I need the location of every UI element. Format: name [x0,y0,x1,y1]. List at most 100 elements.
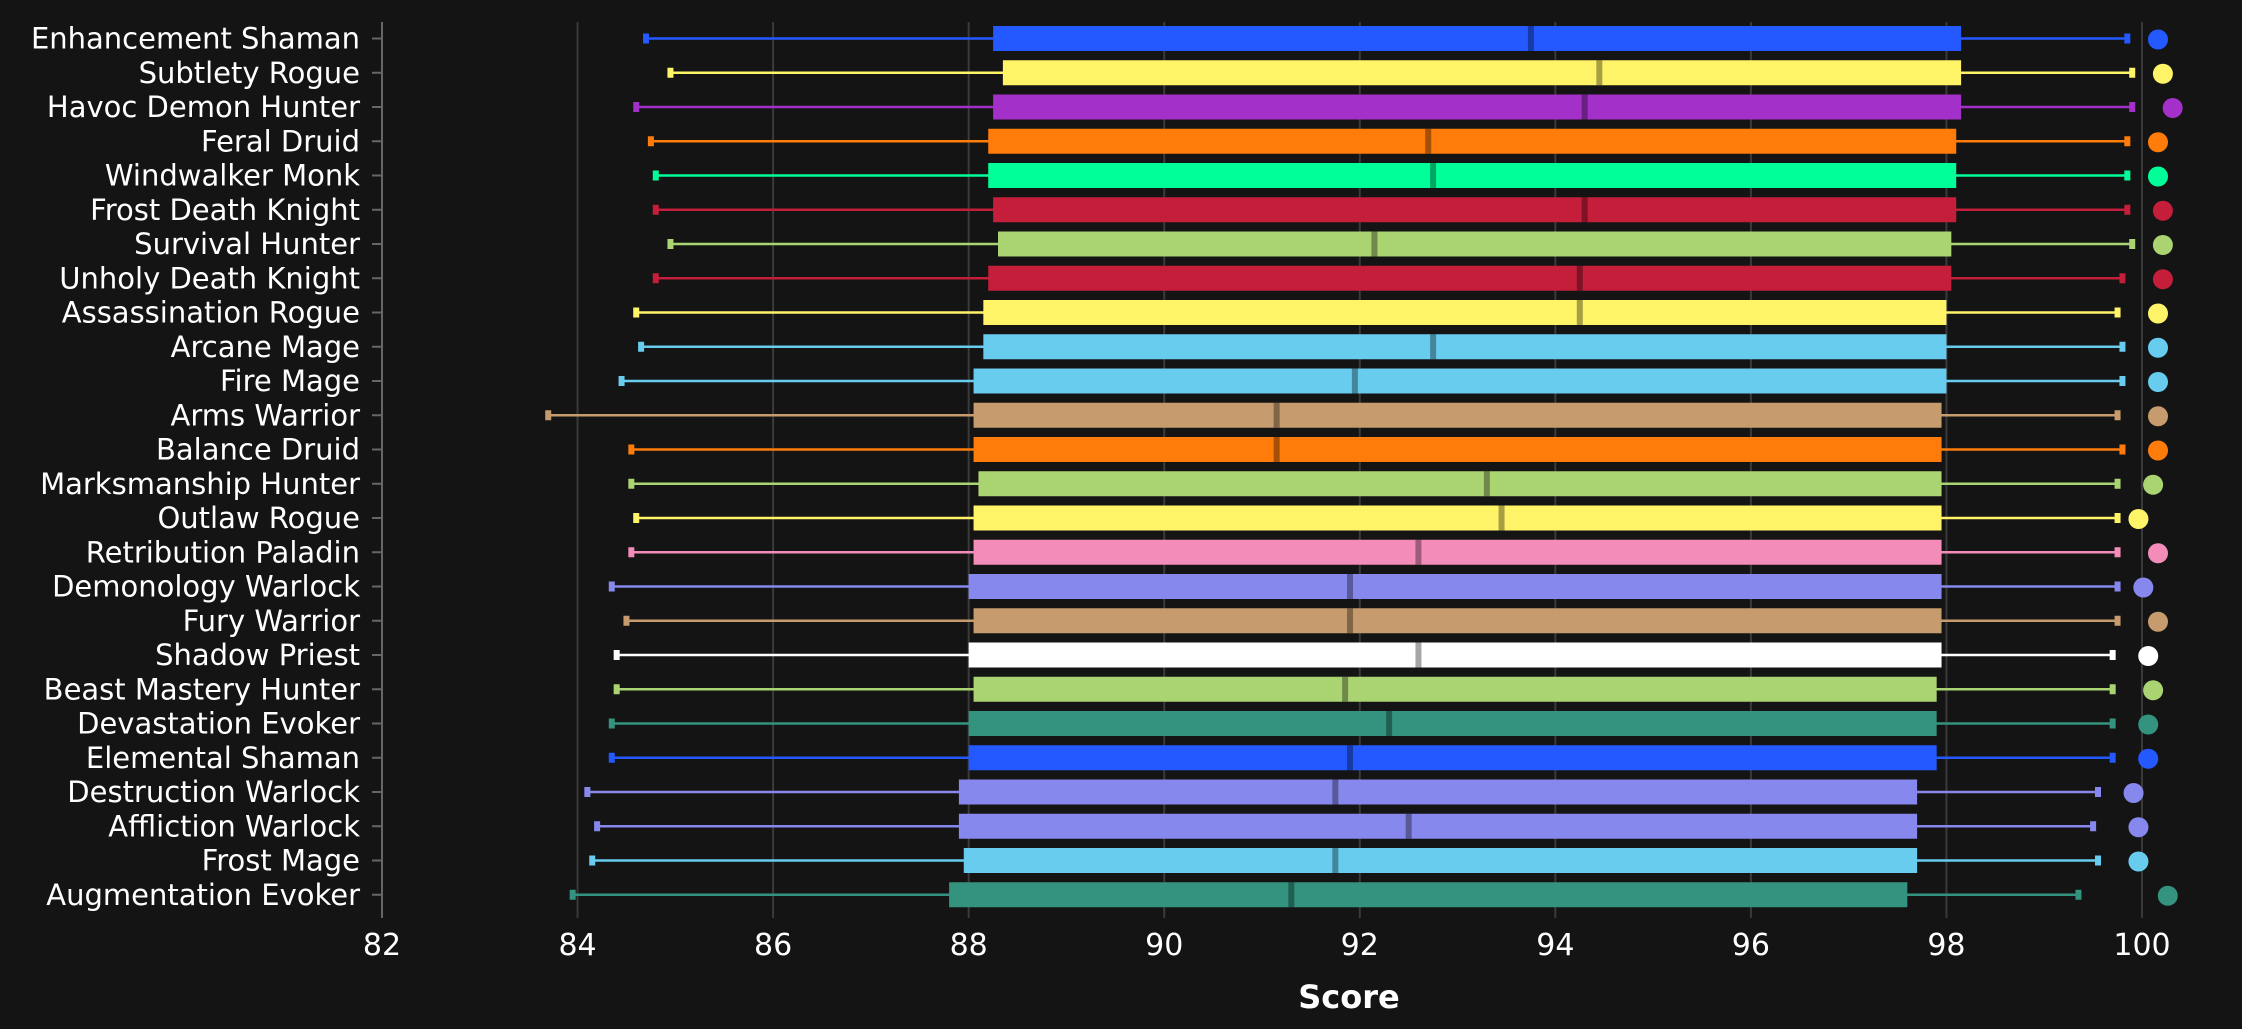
box-iqr [983,300,1947,325]
median-marker [1342,676,1349,702]
whisker-cap-max [2129,102,2136,112]
median-marker [1347,574,1353,599]
box-iqr [998,231,1952,257]
category-label: Havoc Demon Hunter [47,90,360,124]
whisker-cap-max [2090,821,2097,832]
median-marker [1332,848,1339,873]
box-iqr [963,848,1918,873]
median-marker [1581,94,1588,120]
whisker-cap-max [2095,855,2101,866]
category-label: Affliction Warlock [108,809,360,843]
box-row [643,26,2168,51]
whisker-cap-min [545,410,552,421]
whisker-cap-min [667,67,674,78]
box-iqr [993,197,1957,223]
top-score-dot [2148,440,2168,461]
category-label: Fury Warrior [183,604,361,638]
top-score-dot [2148,611,2168,632]
box-row [628,437,2168,462]
whisker-cap-min [643,33,649,44]
median-marker [1386,711,1393,736]
whisker-cap-max [2129,67,2136,78]
top-score-dot [2138,714,2159,735]
box-iqr [993,94,1962,120]
x-tick-label: 88 [950,928,988,963]
box-row [652,197,2173,223]
top-score-dot [2162,98,2183,118]
median-marker [1576,265,1583,291]
median-marker [1371,231,1378,257]
category-label: Frost Mage [202,844,360,878]
box-iqr [968,745,1937,771]
box-row [594,813,2149,839]
whisker-cap-min [652,170,659,181]
category-label: Windwalker Monk [105,159,360,193]
box-iqr [983,334,1947,360]
category-label: Devastation Evoker [77,707,360,741]
category-label: Outlaw Rogue [157,501,360,535]
box-iqr [973,402,1942,428]
category-label: Balance Druid [156,433,360,467]
box-row [608,574,2154,599]
whisker-cap-max [2124,170,2131,181]
median-marker [1576,300,1583,325]
category-label: Demonology Warlock [52,570,360,604]
whisker-cap-max [2095,787,2101,797]
median-marker [1430,163,1437,188]
whisker-cap-max [2114,410,2121,421]
median-marker [1347,608,1353,634]
box-row [618,368,2168,394]
median-marker [1288,882,1295,908]
box-row [638,334,2168,360]
x-tick-label: 100 [2113,928,2170,963]
category-label: Subtlety Rogue [139,56,360,90]
top-score-dot [2143,680,2164,701]
x-tick-label: 90 [1145,928,1183,963]
category-label: Unholy Death Knight [59,261,360,295]
box-row [633,505,2149,531]
whisker-cap-min [618,376,625,386]
category-label: Elemental Shaman [86,741,360,775]
median-marker [1527,26,1534,51]
whisker-cap-max [2124,33,2131,44]
category-label: Feral Druid [201,124,360,158]
median-marker [1425,128,1432,154]
whisker-cap-min [594,821,601,832]
whisker-cap-max [2109,650,2116,660]
category-label: Marksmanship Hunter [40,467,360,501]
box-row [613,676,2164,702]
median-marker [1581,197,1588,223]
x-tick-label: 86 [754,928,792,963]
box-iqr [978,471,1942,497]
box-row [608,745,2159,771]
x-tick-label: 92 [1341,928,1379,963]
x-axis: 82 84 86 88 90 92 94 96 98 100 [363,928,2171,963]
box-row [667,60,2173,86]
top-score-dot [2143,474,2164,495]
whisker-cap-min [608,718,615,729]
box-row [633,94,2183,120]
category-label: Arms Warrior [171,398,361,432]
top-score-dot [2138,646,2159,666]
whisker-cap-min [647,136,654,147]
top-score-dot [2148,337,2168,358]
whisker-cap-max [2129,239,2136,249]
median-marker [1483,471,1490,497]
category-label: Augmentation Evoker [46,878,360,912]
whisker-cap-min [608,752,615,763]
median-marker [1332,779,1339,805]
box-iqr [973,608,1942,634]
category-label: Beast Mastery Hunter [44,672,360,706]
category-label: Fire Mage [220,364,360,398]
whisker-cap-min [638,341,645,352]
top-score-dot [2148,166,2168,187]
median-marker [1351,368,1358,394]
category-label: Enhancement Shaman [31,22,360,56]
whisker-cap-min [613,650,620,660]
whisker-cap-min [633,513,640,523]
top-score-dot [2148,29,2168,50]
x-tick-label: 84 [558,928,596,963]
median-marker [1347,745,1353,771]
